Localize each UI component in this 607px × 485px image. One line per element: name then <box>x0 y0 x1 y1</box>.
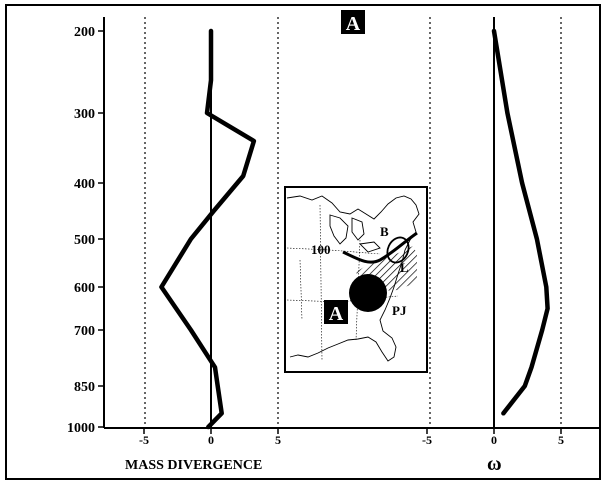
figure-frame <box>5 4 601 480</box>
inset-label-l: L <box>400 260 409 275</box>
x-tick-label: -5 <box>422 433 432 447</box>
inset-label-contour: 100 <box>311 242 331 257</box>
top-badge-label: A <box>346 13 361 35</box>
x-tick-label: 5 <box>558 433 564 447</box>
inset-map: 100 B L PJ A <box>284 186 428 373</box>
inset-badge: A <box>324 300 348 325</box>
y-tick-label: 400 <box>74 177 95 192</box>
left-xlabel: MASS DIVERGENCE <box>125 458 262 473</box>
x-tick-label: 0 <box>208 433 214 447</box>
y-tick-label: 850 <box>74 380 95 395</box>
inset-jet-core <box>349 274 387 312</box>
x-tick-label: 5 <box>275 433 281 447</box>
inset-loop <box>386 236 410 264</box>
mass-divergence-series-line <box>159 28 257 430</box>
y-tick-label: 700 <box>74 324 95 339</box>
y-tick-label: 600 <box>74 281 95 296</box>
x-tick-label: 0 <box>491 433 497 447</box>
x-tick-label: -5 <box>139 433 149 447</box>
top-badge: A <box>341 10 365 35</box>
inset-state-lines <box>286 204 399 361</box>
omega-chart: -5 0 5 ω <box>422 17 564 475</box>
y-tick-label: 1000 <box>67 421 95 436</box>
y-tick-label: 500 <box>74 233 95 248</box>
inset-badge-label: A <box>329 303 344 325</box>
right-xlabel: ω <box>487 453 502 475</box>
omega-series-line <box>491 28 550 416</box>
y-tick-label: 200 <box>74 25 95 40</box>
inset-great-lakes <box>329 214 381 253</box>
inset-label-pj: PJ <box>392 303 407 318</box>
y-tick-label: 300 <box>74 107 95 122</box>
inset-label-b: B <box>380 224 389 239</box>
